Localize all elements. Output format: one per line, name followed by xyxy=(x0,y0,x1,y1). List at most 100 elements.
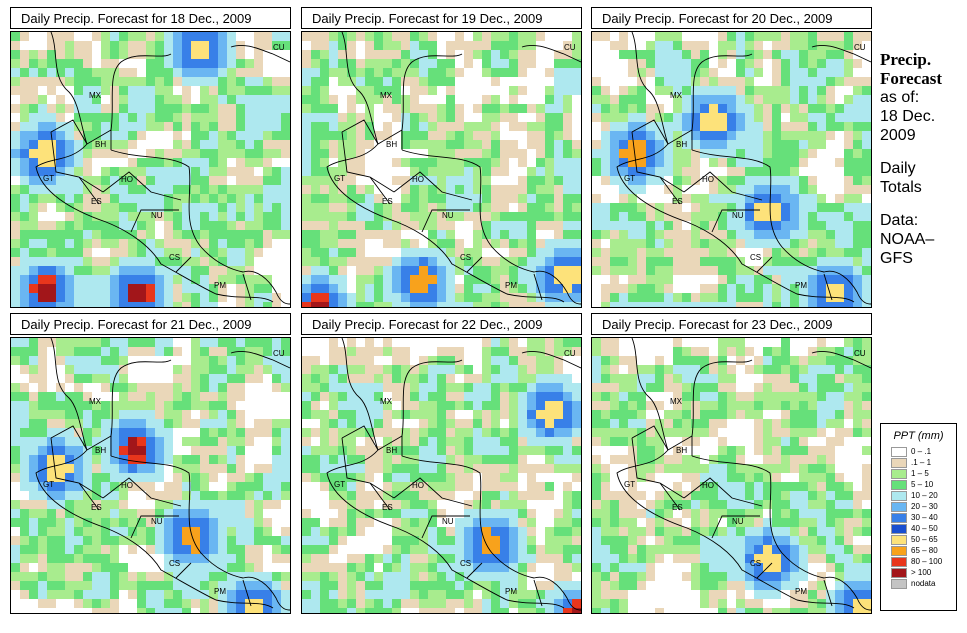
precip-cell xyxy=(464,50,473,59)
precip-cell xyxy=(862,230,871,239)
precip-cell xyxy=(383,347,392,356)
precip-cell xyxy=(655,68,664,77)
precip-cell xyxy=(781,365,790,374)
precip-cell xyxy=(365,563,374,572)
precip-cell xyxy=(38,185,47,194)
precip-cell xyxy=(311,158,320,167)
precip-cell xyxy=(56,140,65,149)
precip-cell xyxy=(254,149,263,158)
precip-cell xyxy=(92,203,101,212)
precip-cell xyxy=(56,104,65,113)
precip-cell xyxy=(592,392,601,401)
precip-cell xyxy=(128,302,137,307)
precip-cell xyxy=(619,221,628,230)
precip-cell xyxy=(700,419,709,428)
precip-cell xyxy=(844,185,853,194)
precip-cell xyxy=(110,95,119,104)
precip-cell xyxy=(844,293,853,302)
precip-cell xyxy=(817,527,826,536)
precip-cell xyxy=(401,482,410,491)
precip-cell xyxy=(781,572,790,581)
precip-cell xyxy=(718,572,727,581)
precip-cell xyxy=(401,500,410,509)
precip-cell xyxy=(173,284,182,293)
precip-cell xyxy=(862,77,871,86)
precip-cell xyxy=(191,104,200,113)
precip-cell xyxy=(700,563,709,572)
precip-cell xyxy=(437,437,446,446)
precip-cell xyxy=(119,383,128,392)
precip-cell xyxy=(536,257,545,266)
precip-cell xyxy=(365,113,374,122)
precip-cell xyxy=(491,212,500,221)
precip-cell xyxy=(146,302,155,307)
precip-cell xyxy=(263,194,272,203)
precip-cell xyxy=(320,482,329,491)
precip-cell xyxy=(383,473,392,482)
precip-cell xyxy=(173,203,182,212)
precip-cell xyxy=(673,455,682,464)
precip-cell xyxy=(209,302,218,307)
precip-cell xyxy=(853,239,862,248)
precip-cell xyxy=(817,392,826,401)
precip-cell xyxy=(835,203,844,212)
precip-cell xyxy=(853,365,862,374)
precip-cell xyxy=(245,437,254,446)
precip-cell xyxy=(320,221,329,230)
precip-cell xyxy=(236,572,245,581)
precip-cell xyxy=(119,275,128,284)
precip-cell xyxy=(11,230,20,239)
precip-cell xyxy=(655,266,664,275)
precip-cell xyxy=(281,437,290,446)
precip-cell xyxy=(610,347,619,356)
precip-cell xyxy=(592,356,601,365)
precip-cell xyxy=(338,527,347,536)
precip-cell xyxy=(835,59,844,68)
precip-cell xyxy=(56,509,65,518)
precip-cell xyxy=(736,473,745,482)
precip-cell xyxy=(518,275,527,284)
coastline xyxy=(35,338,290,611)
precip-cell xyxy=(691,41,700,50)
precip-cell xyxy=(419,185,428,194)
country-label-mx: MX xyxy=(380,397,393,406)
precip-cell xyxy=(772,446,781,455)
country-label-es: ES xyxy=(382,197,393,206)
precip-cell xyxy=(320,104,329,113)
precip-cell xyxy=(47,284,56,293)
precip-cell xyxy=(137,158,146,167)
precip-cell xyxy=(173,473,182,482)
precip-cell xyxy=(862,581,871,590)
precip-cell xyxy=(101,221,110,230)
precip-cell xyxy=(682,455,691,464)
precip-cell xyxy=(92,32,101,41)
precip-cell xyxy=(302,275,311,284)
precip-cell xyxy=(263,212,272,221)
precip-cell xyxy=(356,140,365,149)
precip-cell xyxy=(826,266,835,275)
precip-cell xyxy=(302,437,311,446)
precip-cell xyxy=(509,86,518,95)
precip-cell xyxy=(74,257,83,266)
precip-cell xyxy=(518,230,527,239)
precip-cell xyxy=(736,581,745,590)
precip-cell xyxy=(92,149,101,158)
precip-cell xyxy=(392,536,401,545)
precip-cell xyxy=(164,428,173,437)
precip-cell xyxy=(772,572,781,581)
precip-cell xyxy=(673,527,682,536)
precip-cell xyxy=(365,140,374,149)
precip-cell xyxy=(718,365,727,374)
precip-cell xyxy=(500,365,509,374)
precip-cell xyxy=(401,473,410,482)
precip-cell xyxy=(619,500,628,509)
precip-cell xyxy=(646,203,655,212)
precip-cell xyxy=(110,446,119,455)
precip-cell xyxy=(655,455,664,464)
precip-cell xyxy=(65,590,74,599)
precip-cell xyxy=(338,572,347,581)
precip-cell xyxy=(808,32,817,41)
precip-cell xyxy=(209,176,218,185)
precip-cell xyxy=(272,356,281,365)
